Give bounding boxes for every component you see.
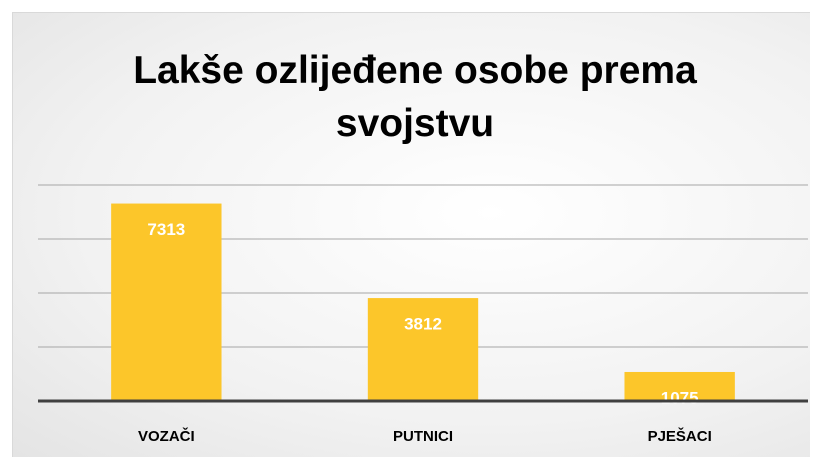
x-tick-label: PJEŠACI [648,427,712,445]
bar [367,298,479,401]
x-tick-label: PUTNICI [393,428,453,445]
data-label: 7313 [147,220,185,239]
x-tick-label: VOZAČI [138,427,195,445]
data-label: 1075 [661,388,699,407]
bar [624,371,735,401]
bar [111,203,222,401]
data-label: 3812 [404,315,442,334]
chart-title: Lakše ozlijeđene osobe prema svojstvu [133,49,697,145]
